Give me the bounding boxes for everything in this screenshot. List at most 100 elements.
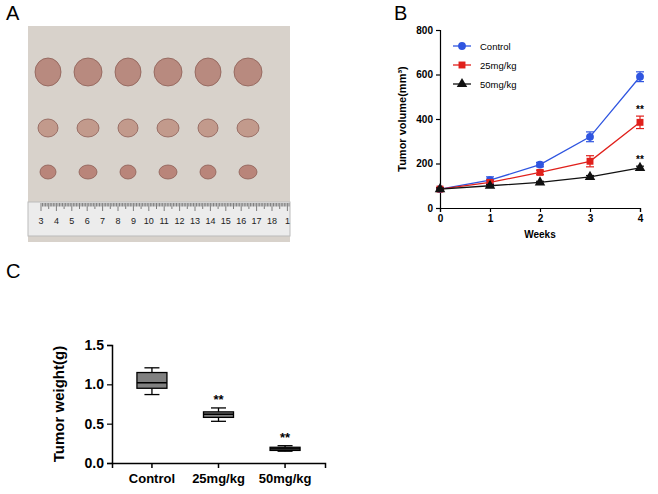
ruler-tick bbox=[264, 203, 265, 209]
marker bbox=[636, 73, 644, 81]
legend-label: 50mg/kg bbox=[480, 79, 516, 90]
ruler-tick bbox=[262, 203, 263, 207]
ruler-tick bbox=[193, 203, 194, 207]
ruler-tick bbox=[113, 203, 114, 207]
ruler-tick bbox=[56, 203, 57, 211]
axis-line bbox=[441, 209, 641, 213]
ruler-tick bbox=[159, 203, 160, 207]
tick-label: 0 bbox=[438, 213, 444, 224]
significance: ** bbox=[636, 104, 644, 115]
axis: 01234 bbox=[438, 208, 644, 224]
ruler-label: 9 bbox=[131, 216, 136, 226]
ruler-tick bbox=[242, 203, 243, 207]
ruler-tick bbox=[288, 203, 289, 207]
ruler-tick bbox=[138, 203, 139, 207]
ruler-tick bbox=[202, 203, 203, 209]
tick-mark bbox=[284, 463, 286, 468]
ruler-tick bbox=[201, 203, 202, 207]
ruler-tick bbox=[64, 203, 65, 209]
whisker bbox=[151, 368, 152, 373]
ruler-tick bbox=[239, 203, 240, 207]
ruler-tick bbox=[236, 203, 237, 207]
ruler-tick bbox=[162, 203, 163, 207]
error-bar bbox=[636, 116, 644, 128]
ruler-tick bbox=[101, 203, 102, 207]
ruler-tick bbox=[273, 203, 274, 207]
ruler-label: 18 bbox=[267, 216, 277, 226]
tick-label: 0 bbox=[427, 203, 433, 214]
ruler-tick bbox=[73, 203, 74, 207]
ruler-tick bbox=[238, 203, 239, 207]
ruler-tick bbox=[285, 203, 286, 207]
x-axis-title: Weeks bbox=[524, 229, 556, 240]
ruler-tick bbox=[224, 203, 225, 207]
ruler-tick bbox=[105, 203, 106, 207]
ruler-tick bbox=[284, 203, 285, 207]
tick-label: 4 bbox=[638, 213, 644, 224]
whisker-cap bbox=[211, 407, 226, 408]
tumor bbox=[200, 165, 216, 179]
whisker-cap bbox=[144, 367, 159, 368]
ruler-label: 10 bbox=[144, 216, 154, 226]
ruler-tick bbox=[282, 203, 283, 207]
tumor bbox=[115, 58, 141, 86]
ruler-tick bbox=[104, 203, 105, 207]
marker bbox=[587, 158, 594, 165]
ruler-tick bbox=[208, 203, 209, 207]
tick-label: 25mg/kg bbox=[192, 471, 245, 486]
tick: Control bbox=[129, 463, 175, 486]
ruler-tick bbox=[167, 203, 168, 207]
ruler-tick bbox=[99, 203, 100, 207]
ruler-tick bbox=[235, 203, 236, 207]
tick: 1.5 bbox=[85, 337, 112, 353]
tumor bbox=[239, 165, 257, 179]
marker bbox=[586, 133, 594, 141]
ruler-tick bbox=[218, 203, 219, 209]
ruler-tick bbox=[77, 203, 78, 207]
ruler-tick bbox=[268, 203, 269, 207]
ruler-label: 13 bbox=[190, 216, 200, 226]
whisker-cap bbox=[211, 421, 226, 422]
error-cap bbox=[636, 116, 644, 117]
ruler-tick bbox=[245, 203, 246, 207]
ruler-tick bbox=[53, 203, 54, 207]
ruler-tick bbox=[258, 203, 259, 207]
legend-marker bbox=[459, 62, 466, 69]
ruler-tick bbox=[198, 203, 199, 207]
tumor bbox=[237, 119, 259, 137]
error-cap bbox=[586, 166, 594, 167]
ruler-tick bbox=[90, 203, 91, 207]
ruler-label: 6 bbox=[85, 216, 90, 226]
ruler-tick bbox=[68, 203, 69, 207]
ruler-tick bbox=[94, 203, 95, 209]
ruler-tick bbox=[215, 203, 216, 207]
whisker-cap bbox=[144, 394, 159, 395]
ruler-tick bbox=[187, 203, 188, 209]
ruler-tick bbox=[173, 203, 174, 207]
ruler-tick bbox=[127, 203, 128, 207]
ruler-tick bbox=[130, 203, 131, 207]
plot-area bbox=[435, 72, 646, 193]
ruler-tick bbox=[65, 203, 66, 207]
ruler-tick bbox=[279, 203, 280, 209]
tumor bbox=[77, 119, 99, 137]
tumor bbox=[40, 165, 56, 179]
plot-area bbox=[137, 368, 300, 451]
ruler-tick bbox=[270, 203, 271, 207]
ruler-tick bbox=[278, 203, 279, 207]
tumor bbox=[157, 119, 179, 137]
ruler-tick bbox=[147, 203, 148, 207]
ruler-tick bbox=[216, 203, 217, 207]
legend-label: Control bbox=[480, 41, 511, 52]
box-body bbox=[137, 373, 167, 389]
axis: 0.00.51.01.5 bbox=[85, 337, 113, 471]
legend: Control25mg/kg50mg/kg bbox=[453, 41, 516, 90]
ruler-tick bbox=[241, 203, 242, 211]
ruler-tick bbox=[259, 203, 260, 207]
ruler-tick bbox=[248, 203, 249, 209]
tick-mark bbox=[436, 208, 440, 209]
ruler-tick bbox=[71, 203, 72, 211]
ruler-tick bbox=[188, 203, 189, 207]
ruler-tick bbox=[119, 203, 120, 207]
box-body bbox=[270, 447, 300, 450]
